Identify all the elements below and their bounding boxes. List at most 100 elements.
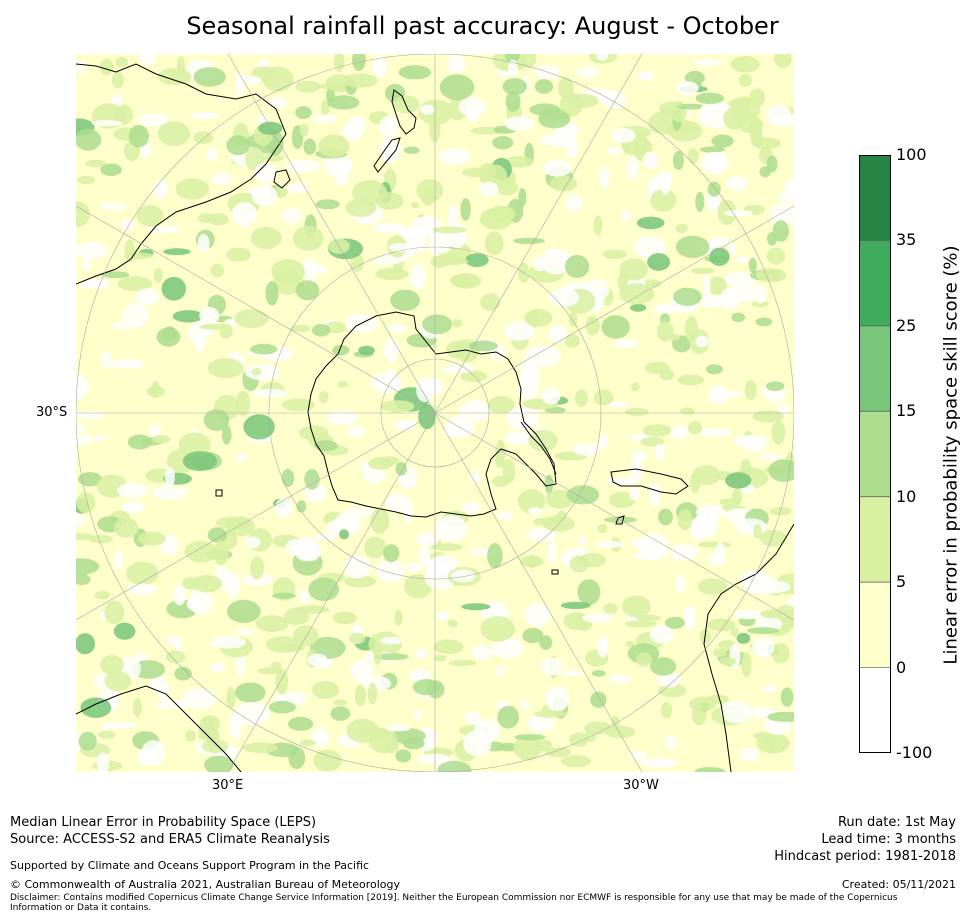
skill-patch [705,364,723,375]
skill-patch [300,739,316,746]
colorbar-segment [859,667,891,753]
hindcast-period: Hindcast period: 1981-2018 [774,849,956,864]
skill-patch [128,124,149,148]
skill-patch [234,309,269,329]
skill-patch [630,457,643,482]
skill-patch [408,668,432,683]
skill-patch [299,123,309,137]
skill-patch [734,518,767,535]
skill-patch [348,116,367,134]
skill-patch [657,683,687,698]
skill-patch [258,121,283,135]
skill-patch [684,605,696,631]
tasmania [273,169,291,189]
colorbar-segment [859,325,891,412]
skill-patch [661,701,673,719]
skill-patch [772,220,789,242]
skill-patch [738,74,752,87]
skill-patch [244,364,280,381]
skill-patch [164,466,175,487]
lon-label-west: 30°W [623,778,659,793]
skill-patch [137,531,166,546]
skill-patch [76,411,105,419]
skill-patch [591,670,606,677]
skill-patch [635,614,662,622]
skill-patch [249,556,265,580]
skill-patch [156,327,181,347]
skill-patch [677,374,705,386]
skill-patch [631,538,653,549]
skill-patch [288,716,314,731]
skill-patch [577,537,587,546]
skill-patch [165,650,186,664]
skill-patch [76,633,95,655]
skill-patch [545,248,561,258]
skill-patch [723,272,757,286]
skill-patch [342,73,378,88]
skill-patch [713,648,727,658]
skill-patch [424,564,457,591]
skill-patch [281,207,302,223]
skill-patch [719,657,736,666]
skill-patch [363,467,386,484]
skill-patch [161,276,186,301]
skill-patch [415,648,427,660]
skill-patch [624,620,657,628]
skill-patch [175,178,210,200]
south-america-coast [703,523,794,772]
skill-patch [203,409,230,431]
colorbar-tick-label: 0 [896,657,907,677]
skill-patch [660,108,674,117]
skill-patch [572,442,600,456]
skill-patch [254,162,277,184]
skill-patch [754,285,767,304]
skill-patch [707,276,727,295]
skill-patch [496,665,505,677]
skill-patch [693,59,721,67]
skill-patch [497,705,519,729]
footer-copyright: © Commonwealth of Australia 2021, Austra… [10,878,400,891]
skill-patch [76,242,109,259]
skill-patch [548,539,557,564]
skill-patch [650,188,677,212]
skill-patch [522,628,544,644]
skill-patch [744,379,757,401]
skill-patch [438,148,472,165]
skill-patch [720,700,752,724]
skill-patch [504,116,535,132]
skill-patch [504,321,535,341]
skill-patch [370,508,390,534]
skill-patch [597,523,608,534]
skill-patch [460,370,488,383]
skill-patch [307,653,328,667]
skill-patch [80,697,112,718]
skill-patch [128,583,157,595]
skill-patch [234,682,266,703]
skill-patch [421,188,435,206]
skill-patch [598,166,610,189]
skill-patch [311,324,331,337]
skill-patch [598,434,609,449]
skill-patch [725,472,752,489]
skill-patch [545,747,572,758]
skill-patch [608,674,631,684]
skill-patch [326,410,358,426]
skill-patch [185,730,196,742]
skill-patch [560,601,591,610]
skill-patch [181,688,217,709]
polar-skill-map [76,54,794,772]
skill-patch [292,625,319,647]
new-zealand-south [373,137,401,173]
skill-patch [675,235,710,258]
graticule [76,54,794,772]
skill-patch [226,135,250,156]
skill-patch [563,612,590,631]
skill-patch [766,247,786,265]
skill-patch [602,249,628,260]
skill-patch [492,136,514,150]
skill-patch [487,396,515,414]
skill-patch [76,558,100,575]
skill-patch [157,121,191,147]
skill-patch [698,104,711,126]
skill-patch [141,740,166,766]
